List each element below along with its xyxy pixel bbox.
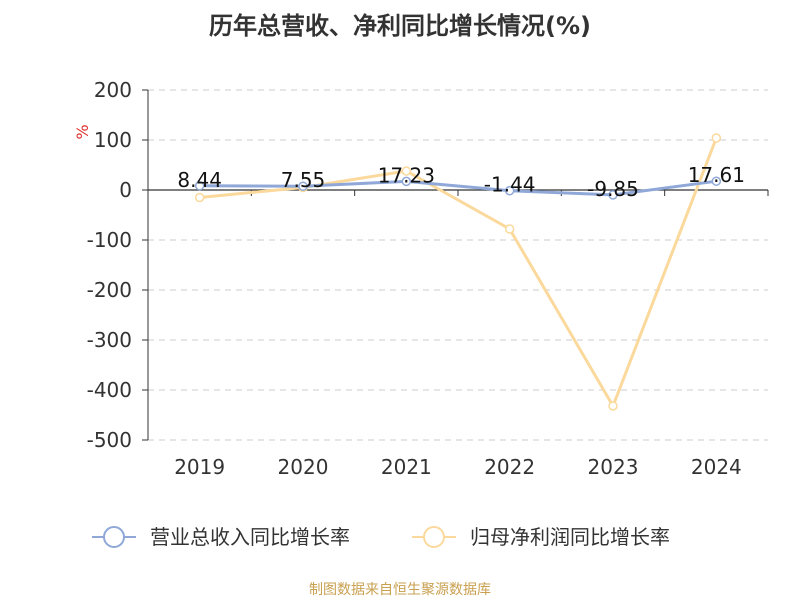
x-tick-label: 2022 [484,455,535,479]
chart-title: 历年总营收、净利同比增长情况(%) [209,12,591,40]
data-point [194,192,205,203]
y-tick-label: -100 [87,228,132,252]
series-line [199,137,718,408]
x-tick-label: 2024 [691,455,742,479]
data-point [504,185,515,196]
data-point [401,176,412,187]
series-layer [194,133,722,411]
x-tick-label: 2021 [381,455,432,479]
data-label: 17.61 [688,163,745,187]
y-tick-label: -500 [87,428,132,452]
legend-marker [423,526,445,548]
data-label-layer: 8.44 7.55 17.23 -1.44 -9.85 17.61 [177,163,745,201]
data-point [711,133,722,143]
data-label: -1.44 [484,173,536,197]
legend-label: 营业总收入同比增长率 [150,525,350,549]
x-tick-label: 2023 [588,455,639,479]
data-point [608,190,618,200]
y-tick-label: -400 [87,378,132,402]
data-label: 17.23 [378,163,435,187]
legend: 营业总收入同比增长率 归母净利润同比增长率 [92,525,670,549]
legend-label: 归母净利润同比增长率 [470,525,670,549]
data-point [711,176,722,186]
series-line [199,179,717,197]
data-point [298,181,308,191]
data-point [504,224,515,234]
y-axis-unit-label: % [73,124,92,139]
y-tick-label: 0 [119,178,132,202]
data-label: 7.55 [281,168,326,192]
y-tick-label: -200 [87,278,132,302]
data-point [608,401,618,411]
axes-layer: 200 100 0 -100 -200 -300 -400 -500 2019 2020 2021 2… [87,78,769,479]
y-tick-label: 100 [94,128,132,152]
x-tick-label: 2020 [278,455,329,479]
data-label: 8.44 [177,168,222,192]
data-point [401,166,412,176]
data-label: -9.85 [587,177,639,201]
legend-marker [103,526,125,548]
x-tick-label: 2019 [174,455,225,479]
source-note: 制图数据来自恒生聚源数据库 [309,582,491,598]
y-tick-label: -300 [87,328,132,352]
data-point [194,181,205,191]
y-tick-label: 200 [94,78,132,102]
grid-layer [148,89,768,441]
